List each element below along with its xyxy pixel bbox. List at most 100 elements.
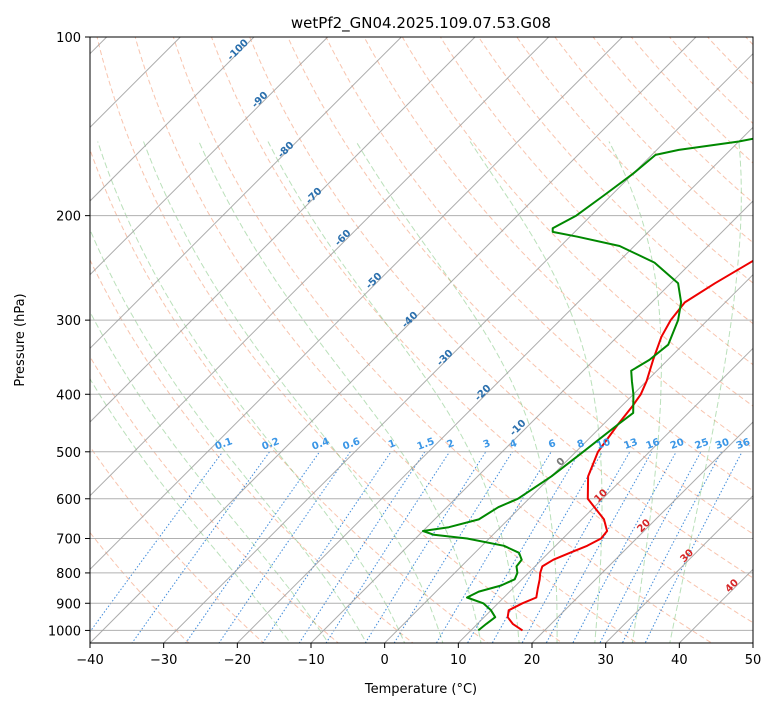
plot-frame [89,36,754,644]
dry-adiabat [477,37,753,325]
dewpoint-line [422,137,753,632]
dry-adiabat [96,37,564,643]
moist-adiabat [90,377,291,643]
mixing-ratio-line [90,451,224,633]
dry-adiabat [554,37,753,244]
dry-adiabat [668,37,753,125]
mixing-ratio-label: 20 [669,437,686,452]
y-tick-label: 400 [56,388,81,403]
mixing-ratio-line [262,451,392,643]
y-tick-label: 800 [56,567,81,582]
y-tick-label: 600 [56,493,81,508]
mixing-ratio-label: 4 [508,438,518,451]
isotherm [90,37,329,276]
y-tick-label: 700 [56,533,81,548]
x-tick-label: 50 [745,653,762,668]
moist-adiabat [355,141,558,643]
x-tick-label: 30 [597,653,614,668]
mixing-ratio-lines [90,451,743,643]
isotherm [236,126,753,643]
y-axis-ticks: 100 200 300 400 500 600 700 800 900 1000 [48,31,90,639]
moist-adiabats [90,141,742,643]
dry-adiabat [592,37,753,204]
mixing-ratio-label: 13 [623,437,640,452]
isotherm [163,52,753,643]
dry-adiabat [90,258,414,643]
moist-adiabat [90,228,367,643]
mixing-ratio-label: 10 [595,437,612,452]
y-tick-label: 1000 [48,624,81,639]
x-axis-ticks: −40 −30 −20 −10 0 10 20 30 40 50 [76,643,761,668]
isotherm [310,200,753,643]
dry-adiabat [249,37,753,579]
y-tick-label: 200 [56,210,81,225]
dry-adiabat [363,37,753,449]
dry-adiabat [90,531,190,643]
y-tick-label: 300 [56,314,81,329]
mixing-ratio-line [491,451,603,643]
x-tick-label: 0 [381,653,389,668]
dry-adiabat [210,37,753,624]
isotherm [90,37,697,643]
dry-adiabat [90,148,489,643]
mixing-ratio-line [521,451,631,643]
x-tick-label: −40 [76,653,103,668]
y-tick-label: 500 [56,446,81,461]
x-axis-label: Temperature (°C) [364,682,477,697]
moist-adiabat [608,141,662,643]
mixing-ratio-label: 8 [576,438,586,451]
dry-adiabat [401,37,753,407]
isotherm [90,37,402,350]
moist-adiabat [469,141,603,643]
moist-adiabat [97,141,406,643]
x-tick-label: 40 [671,653,688,668]
x-tick-label: −10 [297,653,324,668]
skewed-isotherms [90,37,753,643]
mixing-ratio-line [435,451,552,643]
isotherm [90,37,623,571]
x-tick-label: −30 [150,653,177,668]
mixing-ratio-line [185,451,321,643]
dry-adiabats [90,37,753,643]
dry-adiabat [172,37,713,643]
y-tick-label: 100 [56,31,81,46]
isotherm [90,37,550,497]
isotherm [531,421,753,643]
isotherm [605,494,753,643]
x-tick-label: −20 [224,653,251,668]
temperature-line [506,259,753,632]
mixing-ratio-label: 16 [645,437,662,452]
mixing-ratio-label: 3 [482,438,492,451]
moist-adiabat [669,141,742,643]
mixing-ratio-line [218,451,351,643]
x-tick-label: 20 [524,653,541,668]
mixing-ratio-label: 30 [714,437,731,452]
mixing-ratio-line [393,451,513,643]
dry-adiabat [90,445,265,643]
mixing-ratio-line [621,451,722,643]
dry-adiabat [134,37,638,643]
y-tick-label: 900 [56,597,81,612]
mixing-ratio-label: 2 [446,438,456,451]
chart-title: wetPf2_GN04.2025.109.07.53.G08 [291,14,551,33]
mixing-ratio-label: 36 [735,437,752,452]
moist-adiabat [143,141,444,643]
isotherm [457,347,753,643]
mixing-ratio-label: 1 [387,438,397,451]
mixing-ratio-label: 6 [547,438,557,451]
mixing-ratio-line [644,451,743,643]
profile-series [422,137,753,632]
isotherm [90,37,476,423]
pressure-gridlines [90,37,753,631]
x-tick-label: 10 [450,653,467,668]
moist-adiabat [198,141,482,643]
dry-adiabat [287,37,753,535]
moist-adiabat [90,310,329,643]
mixing-ratio-line [364,451,487,643]
mixing-ratio-label: 25 [694,437,711,452]
mixing-ratio-line [545,451,653,643]
y-axis-label: Pressure (hPa) [13,293,28,386]
isotherm [90,37,255,202]
